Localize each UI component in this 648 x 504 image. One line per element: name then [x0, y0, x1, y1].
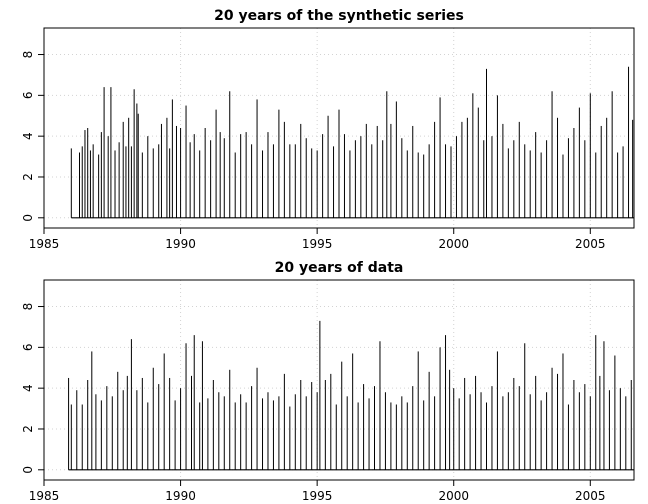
x-tick-label: 1995 — [302, 237, 333, 251]
plot-frame — [43, 27, 635, 229]
y-tick-label: 4 — [21, 132, 35, 140]
y-tick-label: 6 — [21, 92, 35, 100]
y-tick-label: 8 — [21, 51, 35, 59]
y-tick-label: 4 — [21, 384, 35, 392]
x-tick-label: 1990 — [165, 237, 196, 251]
chart-panel-data: 20 years of data 1985 1990 1995 2000 2005 0 2 4… — [21, 260, 635, 503]
y-tick-label: 2 — [21, 173, 35, 181]
y-tick-label: 8 — [21, 303, 35, 311]
chart-title: 20 years of the synthetic series — [214, 8, 464, 24]
x-tick-label: 2000 — [438, 489, 469, 503]
y-tick-label: 6 — [21, 344, 35, 352]
x-tick-label: 2005 — [575, 237, 606, 251]
chart-title: 20 years of data — [275, 260, 404, 276]
x-tick-label: 2000 — [438, 237, 469, 251]
x-tick-label: 1995 — [302, 489, 333, 503]
x-tick-label: 1985 — [29, 237, 60, 251]
y-tick-label: 2 — [21, 425, 35, 433]
y-tick-label: 0 — [21, 214, 35, 222]
x-tick-label: 1985 — [29, 489, 60, 503]
chart-panel-synthetic: 20 years of the synthetic series 1985 199… — [21, 8, 635, 251]
plot-frame — [43, 279, 635, 481]
x-tick-label: 1990 — [165, 489, 196, 503]
y-tick-label: 0 — [21, 466, 35, 474]
x-tick-label: 2005 — [575, 489, 606, 503]
